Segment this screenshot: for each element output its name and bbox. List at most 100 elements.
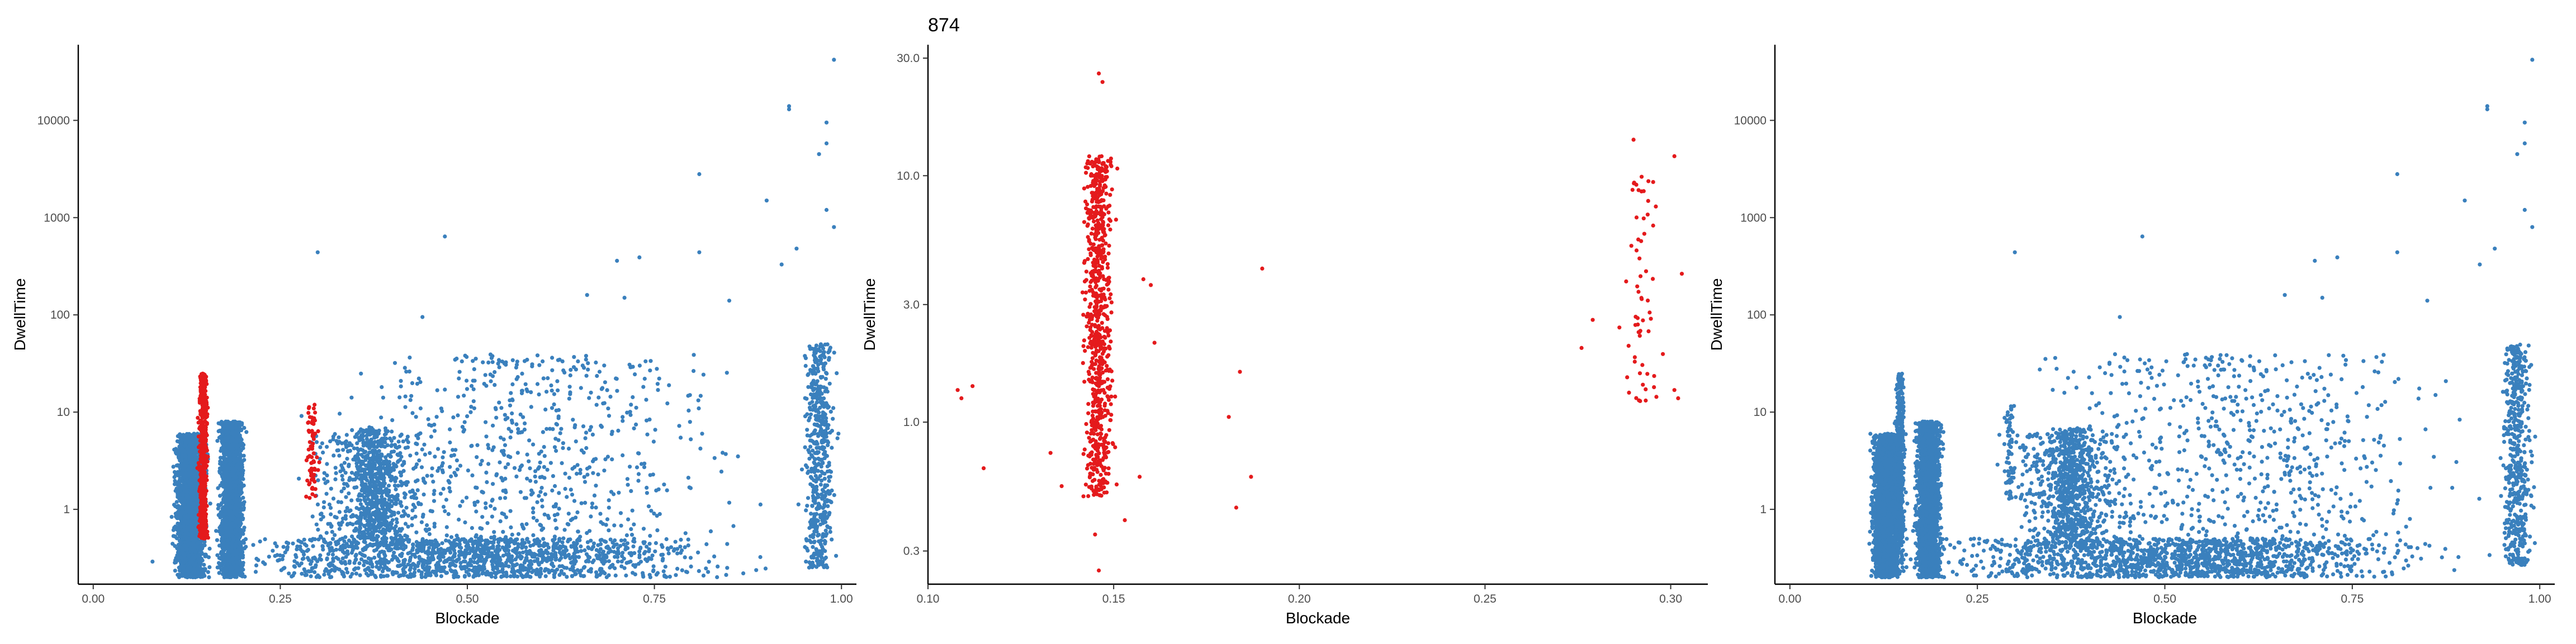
data-point: [183, 450, 187, 454]
data-point: [195, 567, 199, 571]
data-point: [225, 498, 229, 501]
data-point: [225, 484, 229, 488]
data-point: [185, 522, 189, 526]
data-point: [178, 569, 182, 572]
data-point: [240, 443, 244, 447]
data-point: [222, 534, 226, 538]
data-point: [186, 506, 190, 510]
data-point: [184, 475, 188, 479]
data-point: [592, 542, 596, 546]
data-point: [239, 552, 243, 556]
data-point: [239, 481, 243, 485]
data-point: [223, 472, 227, 476]
data-point: [177, 528, 181, 532]
data-point: [235, 552, 239, 556]
data-point: [243, 575, 247, 579]
data-point: [233, 545, 237, 549]
data-point: [188, 458, 192, 462]
data-point: [184, 515, 188, 519]
data-point: [234, 442, 238, 446]
data-point: [173, 558, 177, 562]
data-point: [225, 449, 229, 453]
data-point: [207, 575, 211, 579]
data-point: [218, 462, 222, 466]
data-point: [190, 567, 193, 571]
data-point: [191, 561, 195, 565]
data-point: [191, 466, 195, 470]
data-point: [725, 542, 729, 546]
data-point: [226, 526, 230, 530]
data-point: [176, 493, 179, 497]
data-point: [239, 502, 243, 506]
data-point: [179, 497, 183, 501]
data-point: [233, 524, 237, 528]
data-point: [226, 494, 230, 498]
data-point: [235, 555, 239, 559]
data-point: [220, 543, 224, 547]
data-point: [184, 464, 188, 468]
data-point: [178, 458, 182, 462]
data-point: [239, 476, 243, 480]
data-point: [227, 476, 231, 480]
data-point: [228, 454, 232, 458]
data-point: [185, 490, 189, 494]
data-point: [170, 515, 174, 519]
data-point: [179, 472, 183, 476]
data-point: [228, 503, 231, 506]
data-point: [179, 515, 183, 519]
data-point: [241, 556, 245, 560]
data-point: [188, 514, 192, 518]
data-point: [183, 556, 187, 560]
data-point: [235, 446, 239, 449]
data-point: [177, 433, 181, 437]
data-point: [186, 571, 190, 575]
data-point: [311, 544, 315, 548]
data-point: [179, 438, 183, 442]
data-point: [173, 470, 177, 474]
data-point: [190, 449, 193, 453]
data-point: [181, 570, 185, 574]
data-point: [238, 560, 242, 564]
data-point: [219, 434, 222, 438]
data-point: [193, 496, 197, 500]
data-point: [197, 560, 201, 564]
data-point: [216, 506, 220, 510]
data-point: [226, 466, 230, 470]
data-point: [187, 537, 191, 541]
data-point: [217, 571, 221, 575]
data-point: [226, 573, 230, 577]
data-point: [198, 545, 202, 549]
data-point: [238, 536, 242, 539]
data-point: [219, 525, 223, 529]
data-point: [206, 570, 210, 574]
data-point: [180, 453, 184, 457]
data-point: [192, 520, 196, 524]
data-point: [231, 447, 235, 451]
data-point: [230, 429, 234, 433]
data-point: [219, 503, 223, 506]
data-point: [197, 553, 201, 557]
data-point: [242, 528, 245, 532]
data-point: [233, 483, 237, 487]
data-point: [251, 543, 255, 547]
data-point: [221, 444, 225, 448]
data-point: [217, 429, 221, 433]
data-point: [242, 508, 245, 512]
data-point: [192, 503, 196, 507]
data-point: [220, 449, 224, 453]
data-point: [172, 503, 176, 506]
data-point: [667, 551, 671, 555]
data-point: [225, 489, 229, 493]
data-point: [173, 534, 177, 538]
data-point: [173, 569, 177, 572]
data-point: [579, 544, 583, 548]
data-point: [238, 490, 242, 494]
data-point: [241, 496, 245, 500]
data-point: [231, 561, 235, 565]
data-point: [183, 454, 187, 458]
data-point: [184, 460, 188, 463]
data-point: [193, 463, 197, 467]
data-point: [754, 568, 758, 572]
data-point: [176, 451, 180, 455]
data-point: [177, 552, 181, 556]
